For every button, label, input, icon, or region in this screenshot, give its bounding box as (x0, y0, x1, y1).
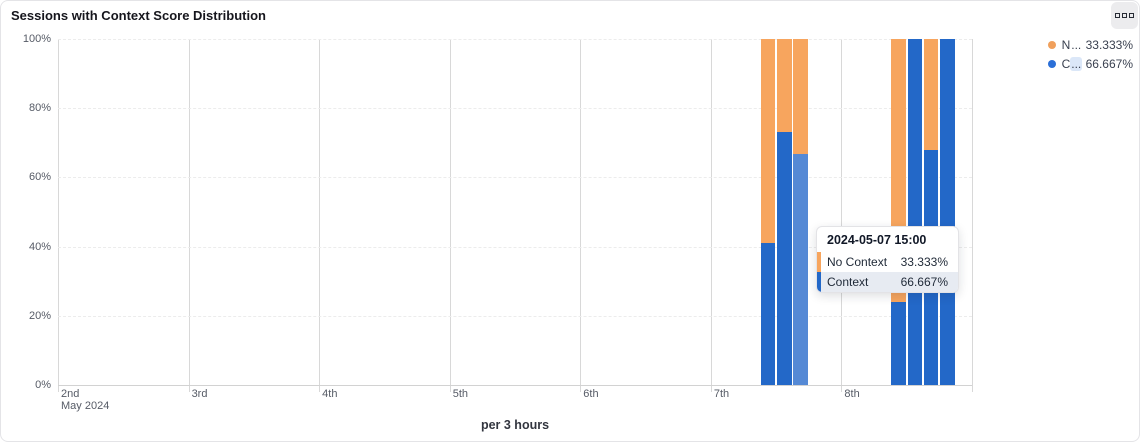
legend-label-ellipsis: ... (1070, 57, 1083, 71)
bar-segment-context (777, 132, 792, 385)
bar-2024-05-08-09:00[interactable] (891, 39, 906, 385)
legend-label: C... 66.667% (1061, 57, 1133, 71)
bar-segment-no-context (760, 39, 776, 244)
chart-tooltip: 2024-05-07 15:00 No Context 33.333% Cont… (816, 226, 959, 293)
no-context-color-strip (817, 252, 821, 272)
x-gridline (972, 39, 973, 392)
legend: N... 33.333% C... 66.667% (1047, 38, 1133, 71)
three-squares-icon (1115, 13, 1134, 18)
bar-segment-no-context (777, 39, 792, 133)
x-tick-label: 7th (713, 388, 730, 400)
y-gridline (58, 39, 972, 40)
tooltip-row-context: Context 66.667% (817, 272, 958, 292)
legend-item-no-context[interactable]: N... 33.333% (1047, 38, 1133, 52)
legend-dot-icon (1047, 41, 1056, 49)
tooltip-row-label: No Context (827, 255, 888, 269)
y-tick-label: 0% (35, 379, 51, 391)
legend-label: N... 33.333% (1061, 38, 1133, 52)
bar-segment-context (907, 39, 923, 385)
x-tick-label: 6th (583, 388, 599, 400)
x-tick-label: 5th (452, 388, 468, 400)
x-tick-label: 3rd (191, 388, 208, 400)
x-gridline (710, 39, 712, 392)
y-tick-label: 100% (22, 33, 51, 45)
tooltip-row-no-context: No Context 33.333% (817, 252, 958, 272)
bar-2024-05-07-12:00[interactable] (777, 39, 792, 385)
y-tick-label: 80% (28, 102, 51, 115)
legend-label-ellipsis: ... (1071, 38, 1082, 52)
x-tick-sublabel: May 2024 (61, 400, 110, 412)
y-gridline (58, 177, 972, 179)
y-gridline (58, 108, 972, 110)
x-gridline (58, 39, 59, 392)
bar-segment-context (760, 243, 776, 385)
legend-dot-icon (1047, 60, 1056, 68)
bar-segment-context (940, 39, 955, 385)
tooltip-row-label: Context (827, 275, 869, 289)
tooltip-title: 2024-05-07 15:00 (827, 233, 927, 247)
x-tick-label: 8th (844, 388, 860, 400)
legend-item-context[interactable]: C... 66.667% (1047, 57, 1133, 71)
x-gridline (188, 39, 190, 392)
y-gridline (58, 315, 972, 317)
bar-2024-05-07-09:00[interactable] (760, 39, 776, 385)
tooltip-row-value: 66.667% (900, 275, 948, 289)
context-color-strip (817, 272, 821, 292)
x-axis-title: per 3 hours (480, 418, 550, 432)
x-tick-label: 2nd May 2024 (61, 388, 110, 412)
bar-2024-05-07-15:00[interactable] (793, 39, 808, 385)
y-tick-label: 20% (28, 309, 51, 322)
tooltip-row-value: 33.333% (900, 255, 948, 269)
x-gridline (319, 39, 321, 392)
x-tick-label: 4th (322, 388, 338, 400)
bar-segment-context (891, 301, 906, 385)
bar-2024-05-08-12:00[interactable] (907, 39, 923, 385)
bar-segment-no-context (793, 39, 808, 155)
y-tick-label: 40% (28, 240, 51, 253)
chart-title: Sessions with Context Score Distribution (11, 8, 266, 23)
chart-options-button[interactable] (1111, 2, 1138, 29)
bar-2024-05-08-15:00[interactable] (923, 39, 939, 385)
x-gridline (580, 39, 582, 392)
x-axis-line (58, 385, 972, 386)
x-gridline (841, 39, 843, 392)
x-gridline (449, 39, 451, 392)
y-gridline (58, 246, 972, 248)
bar-2024-05-08-18:00[interactable] (940, 39, 955, 385)
bar-segment-no-context (923, 39, 939, 150)
bar-segment-context (793, 154, 808, 385)
y-tick-label: 60% (28, 171, 51, 184)
